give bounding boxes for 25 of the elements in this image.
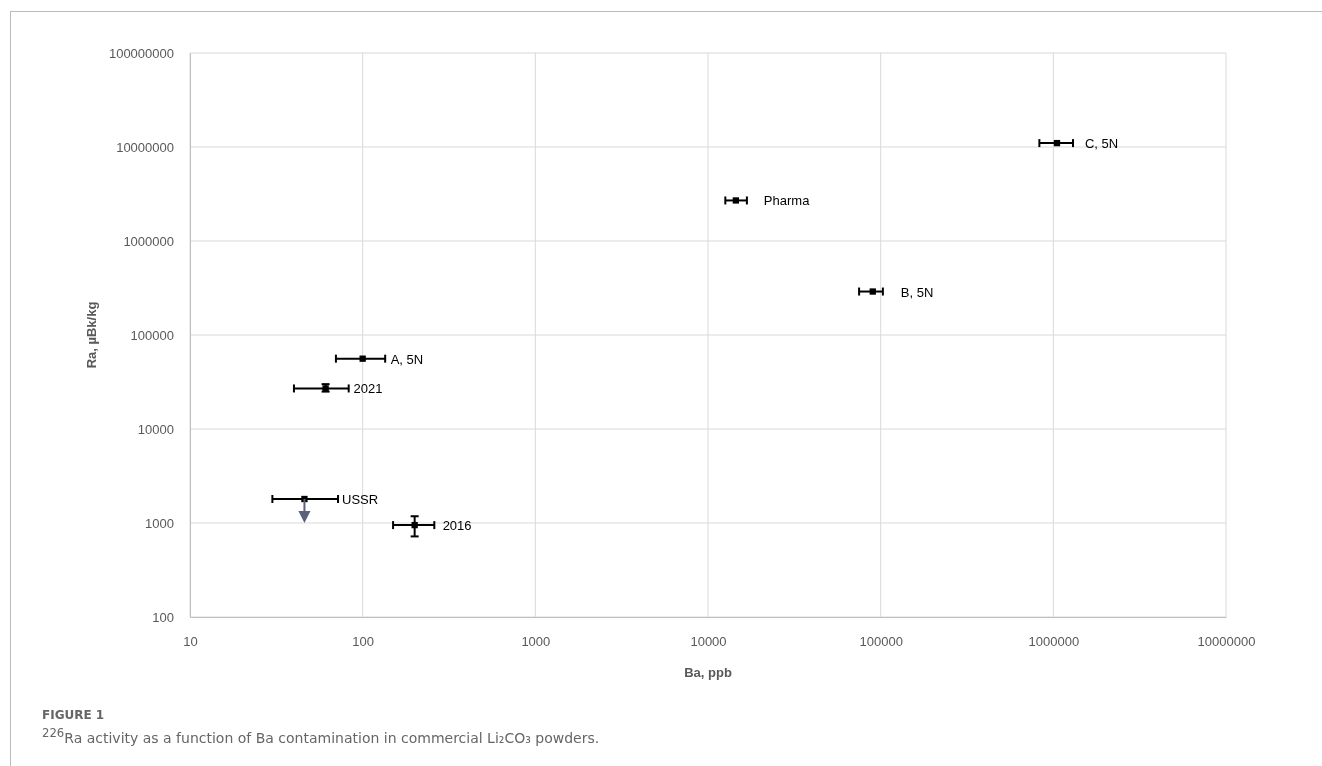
y-tick-label: 100 — [152, 609, 174, 625]
x-tick-label: 10000 — [690, 634, 727, 650]
x-axis-title: Ba, ppb — [684, 665, 732, 680]
x-tick-label: 10 — [183, 634, 198, 650]
x-tick-label: 10000000 — [1197, 634, 1256, 650]
x-tick-label: 100000 — [859, 634, 903, 650]
text: $^{226}$Ra activity as a function of Ba contamination in commercial Li₂CO₃ powders. — [42, 726, 600, 746]
y-tick-label: 1000 — [145, 515, 174, 531]
text: FIGURE 1 — [42, 708, 105, 722]
annotation: USSR — [342, 492, 379, 507]
annotation: C, 5N — [1084, 136, 1119, 152]
annotation: Pharma — [763, 193, 811, 209]
y-tick-label: 10000000 — [116, 139, 174, 155]
y-tick-label: 100000000 — [108, 45, 174, 61]
x-tick-label: 1000000 — [1028, 634, 1080, 650]
annotation: A, 5N — [390, 351, 424, 367]
y-tick-label: 100000 — [130, 327, 174, 343]
x-tick-label: 100 — [352, 634, 375, 650]
y-tick-label: 1000000 — [123, 233, 174, 249]
annotation: 2016 — [442, 518, 472, 534]
annotation: B, 5N — [900, 284, 934, 300]
x-tick-label: 1000 — [521, 634, 551, 650]
annotation: 2021 — [353, 381, 383, 397]
y-tick-label: 10000 — [137, 421, 174, 437]
y-axis-title: Ra, µBk/kg — [84, 301, 99, 369]
